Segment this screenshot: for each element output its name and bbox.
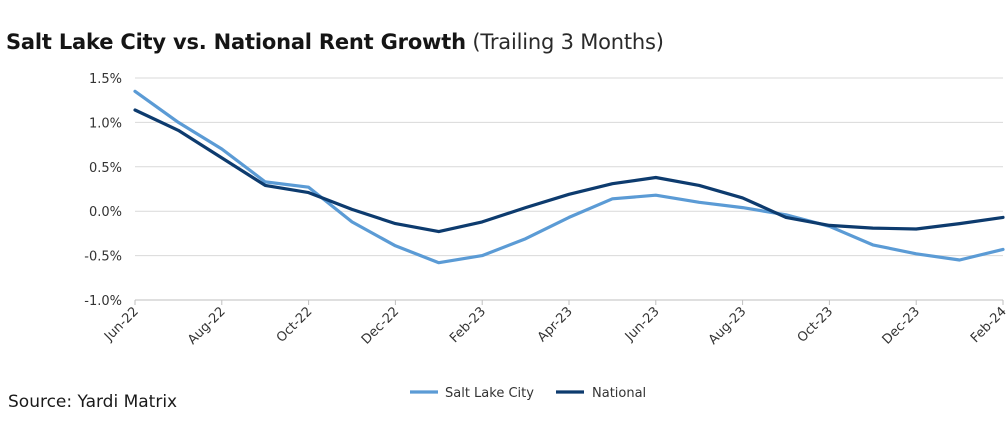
national-line (133, 108, 1005, 234)
grid-lines (135, 77, 1003, 301)
y-tick-label: 1.0% (89, 116, 122, 131)
x-tick-label: Aug-23 (706, 304, 750, 348)
salt-lake-city-line (133, 89, 1005, 265)
y-tick-label: -0.5% (84, 250, 122, 265)
x-tick-label: Dec-22 (359, 304, 402, 347)
legend: Salt Lake City National (410, 386, 646, 401)
legend-label-salt-lake-city: Salt Lake City (445, 386, 534, 401)
tick-labels: 1.5% 1.0% 0.5% 0.0% -0.5% -1.0%Jun-22 Aug-22 Oc… (84, 72, 1007, 348)
x-tick-label: Aug-22 (185, 304, 229, 348)
legend-label-national: National (592, 386, 646, 401)
y-tick-label: 1.5% (89, 72, 122, 87)
x-tick-label: Oct-22 (274, 304, 316, 346)
series-lines (133, 89, 1005, 265)
chart-subtitle: (Trailing 3 Months) (472, 30, 664, 54)
source-note: Source: Yardi Matrix (8, 392, 178, 412)
y-tick-label: 0.5% (89, 161, 122, 176)
x-tick-label: Dec-23 (880, 304, 923, 347)
x-tick-label: Jun-23 (622, 304, 663, 345)
x-tick-label: Oct-23 (795, 304, 837, 346)
chart-title-row: Salt Lake City vs. National Rent Growth … (6, 30, 664, 54)
x-tick-label: Apr-23 (535, 304, 576, 345)
chart-title: Salt Lake City vs. National Rent Growth (6, 30, 466, 54)
axes (134, 299, 1004, 305)
x-tick-label: Feb-23 (447, 304, 489, 346)
y-tick-label: -1.0% (84, 294, 122, 309)
x-tick-label: Feb-24 (968, 304, 1007, 346)
y-tick-label: 0.0% (89, 205, 122, 220)
x-tick-label: Jun-22 (101, 304, 142, 345)
